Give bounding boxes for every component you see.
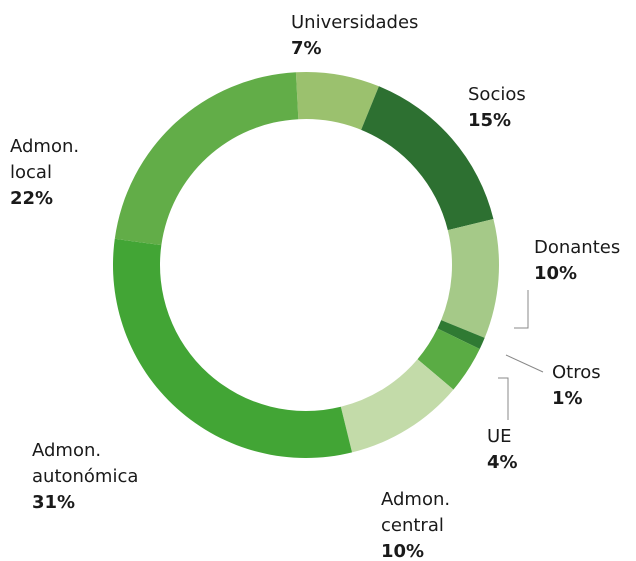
segment-label-line: Admon. xyxy=(10,136,79,157)
donut-segment xyxy=(361,86,494,231)
segment-label: Admon. local xyxy=(10,136,79,183)
segment-value-label: 15% xyxy=(468,110,511,131)
segment-label: Admon. central xyxy=(381,489,450,536)
leader-line xyxy=(498,377,509,420)
segment-value-label: 7% xyxy=(291,38,322,59)
segment-label-line: autonómica xyxy=(32,466,138,487)
donut-segment xyxy=(417,328,480,390)
segment-label: UE xyxy=(487,426,512,447)
donut-segment xyxy=(340,359,454,453)
leader-lines xyxy=(498,290,544,420)
segment-label: Otros xyxy=(552,362,601,383)
segment-label: Universidades xyxy=(291,12,418,33)
donut-segment xyxy=(113,238,353,458)
segment-label-line: local xyxy=(10,162,52,183)
donut-segment xyxy=(441,218,500,338)
donut-segment xyxy=(295,72,379,130)
leader-line xyxy=(505,354,544,373)
segment-label: Donantes xyxy=(534,237,620,258)
segment-value-label: 31% xyxy=(32,492,75,513)
segment-value-label: 10% xyxy=(534,263,577,284)
segment-label-line: central xyxy=(381,515,444,536)
segment-label-line: Admon. xyxy=(381,489,450,510)
segment-label-line: Admon. xyxy=(32,440,101,461)
segment-value-label: 22% xyxy=(10,188,53,209)
leader-line xyxy=(514,290,529,329)
segment-value-label: 4% xyxy=(487,452,518,473)
donut-segment xyxy=(114,72,299,246)
segment-label: Admon. autonómica xyxy=(32,440,138,487)
segment-value-label: 10% xyxy=(381,541,424,561)
segment-label: Socios xyxy=(468,84,526,105)
donut-segment xyxy=(437,320,485,349)
segment-value-label: 1% xyxy=(552,388,583,409)
